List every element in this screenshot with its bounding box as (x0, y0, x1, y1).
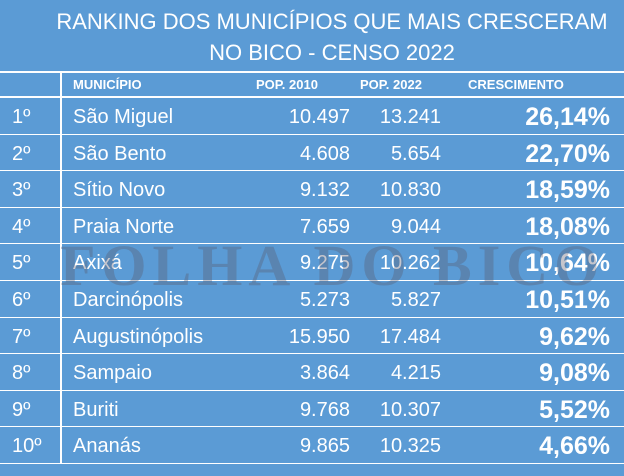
rank-cell: 3º (12, 179, 31, 202)
rank-cell: 2º (12, 142, 31, 165)
table-row: 5º Axixá 9.275 10.262 10,64% (0, 244, 624, 281)
growth-cell: 10,51% (525, 285, 610, 314)
pop-2022-cell: 5.827 (390, 288, 441, 311)
pop-2022-cell: 4.215 (390, 362, 441, 385)
pop-2010-cell: 5.273 (299, 288, 350, 311)
growth-cell: 18,08% (525, 212, 610, 241)
pop-2022-cell: 17.484 (379, 325, 441, 348)
ranking-table: MUNICÍPIO POP. 2010 POP. 2022 CRESCIMENT… (0, 71, 624, 464)
growth-cell: 9,62% (539, 322, 610, 351)
rank-cell: 4º (12, 215, 31, 238)
table-row: 3º Sítio Novo 9.132 10.830 18,59% (0, 171, 624, 208)
municipio-cell: Buriti (73, 398, 119, 421)
growth-cell: 10,64% (525, 249, 610, 278)
table-row: 10º Ananás 9.865 10.325 4,66% (0, 427, 624, 464)
pop-2010-cell: 9.768 (299, 398, 350, 421)
growth-cell: 5,52% (539, 395, 610, 424)
table-row: 9º Buriti 9.768 10.307 5,52% (0, 391, 624, 428)
pop-2010-cell: 4.608 (299, 142, 350, 165)
municipio-cell: São Bento (73, 142, 167, 165)
pop-2022-cell: 10.325 (379, 435, 441, 458)
pop-2022-cell: 9.044 (390, 215, 441, 238)
rank-cell: 1º (12, 106, 31, 128)
pop-2022-cell: 5.654 (390, 142, 441, 165)
municipio-cell: São Miguel (73, 106, 174, 128)
municipio-cell: Sítio Novo (73, 179, 166, 202)
rank-cell: 10º (12, 435, 42, 458)
pop-2010-cell: 15.950 (288, 325, 350, 348)
pop-2010-cell: 9.132 (299, 179, 350, 202)
municipio-cell: Sampaio (73, 362, 152, 385)
municipio-cell: Praia Norte (73, 215, 175, 238)
header-pop-2010: POP. 2010 (256, 77, 318, 92)
rank-cell: 7º (12, 325, 31, 348)
header-municipio: MUNICÍPIO (73, 77, 142, 92)
column-divider (60, 71, 62, 464)
title-line-2: NO BICO - CENSO 2022 (209, 40, 455, 65)
title-line-1: RANKING DOS MUNICÍPIOS QUE MAIS CRESCERA… (56, 9, 608, 34)
growth-cell: 26,14% (525, 103, 610, 131)
municipio-cell: Axixá (73, 252, 122, 275)
growth-cell: 22,70% (525, 139, 610, 168)
table-row: 8º Sampaio 3.864 4.215 9,08% (0, 354, 624, 391)
pop-2010-cell: 10.497 (288, 106, 350, 128)
rank-cell: 9º (12, 398, 31, 421)
pop-2010-cell: 3.864 (299, 362, 350, 385)
pop-2010-cell: 9.865 (299, 435, 350, 458)
header-crescimento: CRESCIMENTO (468, 77, 564, 92)
pop-2010-cell: 7.659 (299, 215, 350, 238)
table-body: 1º São Miguel 10.497 13.241 26,14% 2º São Bent… (0, 98, 624, 464)
pop-2022-cell: 10.830 (379, 179, 441, 202)
table-row: 6º Darcinópolis 5.273 5.827 10,51% (0, 281, 624, 318)
header-pop-2022: POP. 2022 (360, 77, 422, 92)
pop-2010-cell: 9.275 (299, 252, 350, 275)
table-row: 7º Augustinópolis 15.950 17.484 9,62% (0, 318, 624, 355)
municipio-cell: Darcinópolis (73, 288, 184, 311)
municipio-cell: Ananás (73, 435, 141, 458)
municipio-cell: Augustinópolis (73, 325, 204, 348)
table-row: 4º Praia Norte 7.659 9.044 18,08% (0, 208, 624, 245)
rank-cell: 8º (12, 362, 31, 385)
pop-2022-cell: 10.307 (379, 398, 441, 421)
growth-cell: 4,66% (539, 432, 610, 461)
growth-cell: 9,08% (539, 359, 610, 388)
rank-cell: 6º (12, 288, 31, 311)
rank-cell: 5º (12, 252, 31, 275)
pop-2022-cell: 10.262 (379, 252, 441, 275)
table-row: 1º São Miguel 10.497 13.241 26,14% (0, 98, 624, 135)
table-row: 2º São Bento 4.608 5.654 22,70% (0, 135, 624, 172)
table-header: MUNICÍPIO POP. 2010 POP. 2022 CRESCIMENT… (0, 71, 624, 98)
pop-2022-cell: 13.241 (379, 106, 441, 128)
growth-cell: 18,59% (525, 176, 610, 205)
